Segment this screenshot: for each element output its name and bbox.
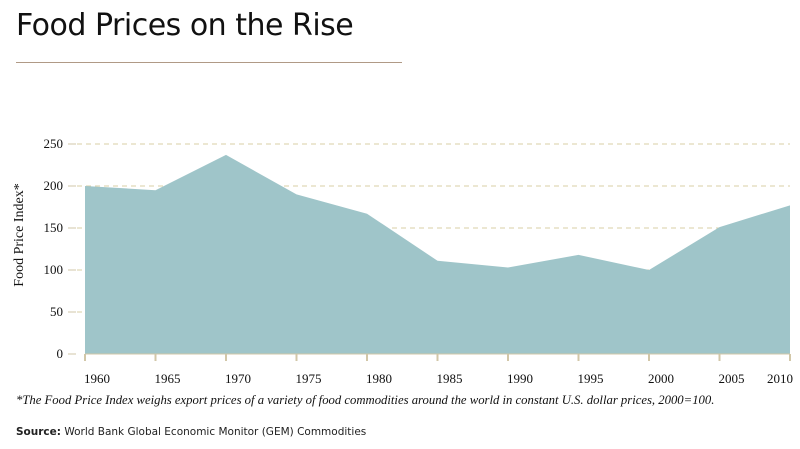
source-line: Source: World Bank Global Economic Monit… (16, 426, 366, 438)
x-tick-label: 2000 (648, 371, 674, 386)
x-tick-label: 1980 (366, 371, 392, 386)
y-tick-label: 250 (44, 136, 64, 151)
source-label: Source: (16, 426, 61, 438)
y-tick-label: 200 (44, 178, 64, 193)
y-tick-label: 0 (57, 346, 64, 361)
food-price-chart: 0 50 100 150 200 250 1960 1965 1970 1975 1980 1985… (12, 136, 793, 386)
y-tick-label: 150 (44, 220, 64, 235)
x-tick-label: 1975 (296, 371, 322, 386)
source-text: World Bank Global Economic Monitor (GEM)… (64, 426, 367, 438)
y-tick-label: 100 (44, 262, 64, 277)
y-axis: 0 50 100 150 200 250 (44, 136, 76, 361)
x-tick-label: 2005 (719, 371, 745, 386)
x-tick-label: 1985 (437, 371, 463, 386)
y-tick-label: 50 (50, 304, 63, 319)
x-tick-label: 1960 (84, 371, 110, 386)
x-axis (84, 353, 791, 361)
y-axis-label: Food Price Index* (12, 183, 27, 286)
x-tick-label: 1995 (578, 371, 604, 386)
x-tick-label: 2010 (767, 371, 793, 386)
x-tick-labels: 1960 1965 1970 1975 1980 1985 1990 1995 2000 2005… (84, 371, 793, 386)
x-tick-label: 1990 (507, 371, 533, 386)
title-divider (16, 62, 402, 63)
x-tick-label: 1970 (225, 371, 251, 386)
x-tick-label: 1965 (155, 371, 181, 386)
area-fill (85, 154, 790, 354)
chart-title: Food Prices on the Rise (16, 8, 354, 43)
footnote: *The Food Price Index weighs export pric… (16, 393, 715, 407)
area-series (85, 154, 790, 354)
